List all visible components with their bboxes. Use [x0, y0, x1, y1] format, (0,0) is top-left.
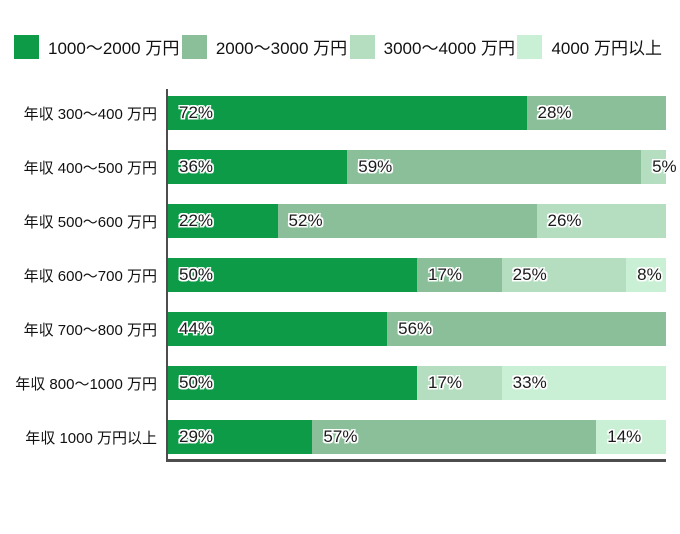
bar-segment-label: 59%: [358, 157, 393, 176]
legend-item: 2000〜3000 万円: [181, 34, 348, 59]
bar-segment: 59%: [347, 150, 642, 184]
bar-track: 29% 57% 14%: [168, 420, 666, 454]
bar-track: 72% 28%: [168, 96, 666, 130]
category-label: 年収 300〜400 万円: [23, 105, 157, 123]
bar-segment-label: 50%: [179, 373, 214, 392]
bar-segment: 25%: [501, 258, 627, 292]
bar-segment-label: 50%: [179, 265, 214, 284]
bar-segment-label: 44%: [179, 319, 214, 338]
bar-segment-label: 8%: [637, 265, 662, 284]
bar-segment-label: 72%: [179, 103, 214, 122]
bar-segment: 56%: [387, 312, 666, 346]
legend-item: 1000〜2000 万円: [14, 34, 179, 59]
bar-segment-label: 17%: [428, 373, 463, 392]
bar-segment-label: 17%: [428, 265, 463, 284]
bar-segment: 17%: [417, 366, 502, 400]
category-label: 年収 700〜800 万円: [23, 321, 157, 339]
bar-segment: 33%: [501, 366, 666, 400]
bar-segment-label: 14%: [607, 427, 642, 446]
bar-segment-label: 28%: [537, 103, 572, 122]
bar-segment: 50%: [168, 258, 417, 292]
bar-segment-label: 57%: [323, 427, 358, 446]
bar-segment-label: 36%: [179, 157, 214, 176]
bar-segment: 72%: [168, 96, 527, 130]
bar-track: 50% 17% 33%: [168, 366, 666, 400]
bar-segment: 5%: [641, 150, 677, 184]
legend-label: 3000〜4000 万円: [383, 39, 515, 58]
category-axis-labels: 年収 300〜400 万円 年収 400〜500 万円 年収 500〜600 万円年…: [10, 89, 166, 462]
bar-track: 44% 56%: [168, 312, 666, 346]
legend-swatch-icon: [517, 34, 543, 59]
legend-swatch-icon: [349, 34, 375, 59]
bar-segment-label: 29%: [179, 427, 214, 446]
bar-track: 50% 17% 25% 8%: [168, 258, 666, 292]
bar-segment-label: 56%: [398, 319, 433, 338]
bar-track: 22% 52% 26%: [168, 204, 666, 238]
bar-segment-label: 26%: [547, 211, 582, 230]
bar-segment-label: 33%: [512, 373, 547, 392]
bar-segment-label: 22%: [179, 211, 214, 230]
bar-segment: 29%: [168, 420, 313, 454]
bar-track: 36% 59% 5%: [168, 150, 677, 184]
legend-label: 1000〜2000 万円: [48, 39, 180, 58]
category-label: 年収 800〜1000 万円: [15, 375, 157, 393]
category-label: 年収 600〜700 万円: [23, 267, 157, 285]
bar-segment: 28%: [526, 96, 666, 130]
bar-segment-label: 5%: [652, 157, 677, 176]
legend-item: 4000 万円以上: [517, 34, 662, 59]
legend: 1000〜2000 万円 2000〜3000 万円 3000〜4000 万円 4000…: [14, 34, 662, 59]
bar-segment: 57%: [312, 420, 597, 454]
plot-area: 72% 28% 36% 59% 5% 22% 52% 26% 50% 17% 25% 8% 44% 56%…: [166, 89, 677, 462]
legend-label: 4000 万円以上: [551, 39, 662, 58]
category-label: 年収 1000 万円以上: [25, 429, 157, 447]
category-label: 年収 400〜500 万円: [23, 159, 157, 177]
chart-inner: 年収 300〜400 万円 年収 400〜500 万円 年収 500〜600 万円年…: [10, 89, 680, 462]
legend-item: 3000〜4000 万円: [349, 34, 515, 59]
legend-label: 2000〜3000 万円: [215, 39, 348, 58]
bar-segment-label: 25%: [512, 265, 547, 284]
bar-segment: 17%: [417, 258, 502, 292]
bar-segment: 52%: [277, 204, 537, 238]
bar-segment: 44%: [168, 312, 388, 346]
bar-segment: 22%: [168, 204, 278, 238]
bar-segment: 36%: [168, 150, 348, 184]
stacked-bar-chart: 年収 300〜400 万円 年収 400〜500 万円 年収 500〜600 万円年…: [10, 89, 680, 462]
legend-swatch-icon: [181, 34, 207, 59]
bar-segment: 26%: [536, 204, 666, 238]
bar-segment: 14%: [596, 420, 666, 454]
category-label: 年収 500〜600 万円: [23, 213, 157, 231]
bar-segment-label: 52%: [288, 211, 323, 230]
legend-swatch-icon: [14, 34, 39, 59]
bar-segment: 50%: [168, 366, 417, 400]
bar-segment: 8%: [626, 258, 666, 292]
